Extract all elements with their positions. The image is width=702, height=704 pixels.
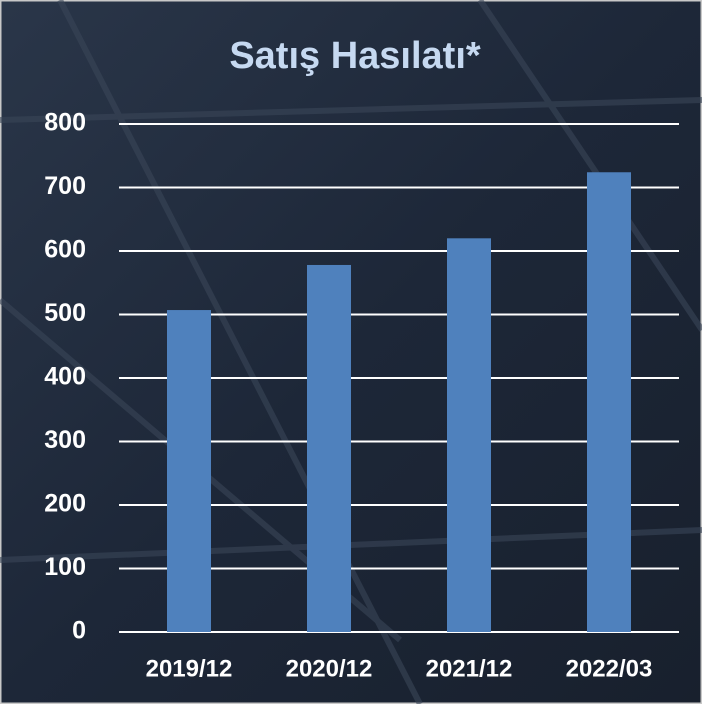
- bar: [587, 172, 631, 632]
- y-tick-label: 600: [44, 236, 86, 264]
- y-tick-label: 0: [72, 617, 86, 645]
- y-tick-label: 700: [44, 172, 86, 200]
- y-tick-label: 100: [44, 553, 86, 581]
- y-tick-label: 400: [44, 363, 86, 391]
- y-tick-label: 200: [44, 490, 86, 518]
- x-tick-label: 2019/12: [146, 655, 233, 682]
- chart: Satış Hasılatı* 0 100 200 300 400 500 600 700 80…: [0, 0, 702, 704]
- y-tick-label: 300: [44, 426, 86, 454]
- bar: [167, 310, 211, 632]
- page: {"chart_data": {"type": "bar", "title": …: [0, 0, 702, 704]
- bar: [447, 238, 491, 632]
- y-tick-label: 500: [44, 299, 86, 327]
- x-tick-label: 2021/12: [426, 655, 513, 682]
- chart-title: Satış Hasılatı*: [229, 35, 481, 77]
- y-tick-label: 800: [44, 109, 86, 137]
- x-tick-label: 2022/03: [566, 655, 653, 682]
- x-tick-label: 2020/12: [286, 655, 373, 682]
- bar: [307, 265, 351, 632]
